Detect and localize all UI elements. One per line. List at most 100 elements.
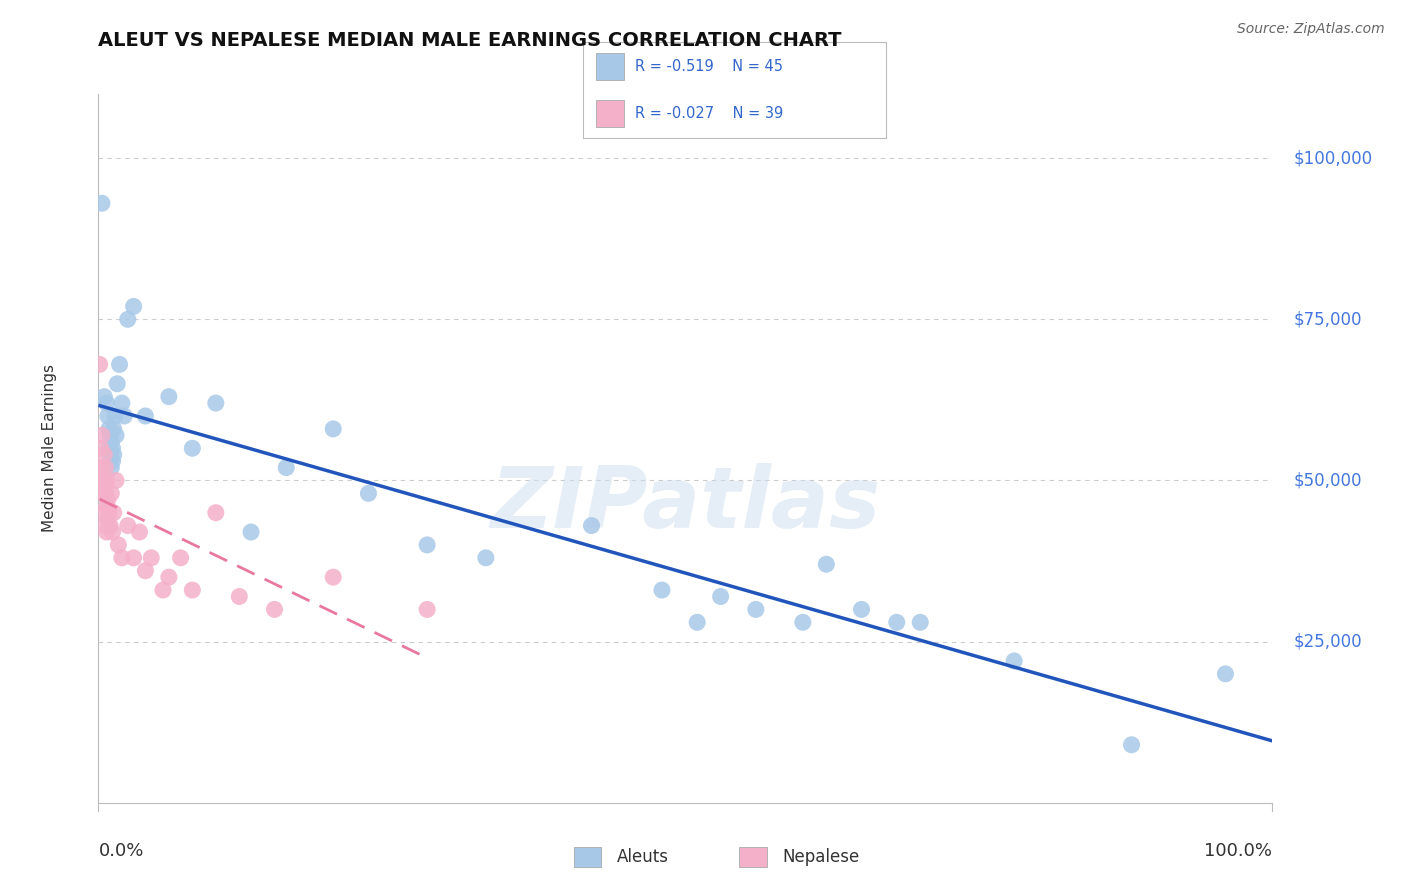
Text: 100.0%: 100.0% <box>1205 842 1272 860</box>
Point <box>100 434 122 449</box>
Point <box>91 196 114 211</box>
Point <box>98 422 121 436</box>
Point <box>105 474 128 488</box>
Point <box>322 570 344 584</box>
Point <box>91 486 114 500</box>
Point <box>169 550 191 565</box>
Text: 0.0%: 0.0% <box>98 842 143 860</box>
Point <box>710 590 733 604</box>
Point <box>134 409 156 423</box>
Point <box>128 524 150 539</box>
Point <box>96 500 118 514</box>
Point <box>205 506 228 520</box>
Point <box>581 518 603 533</box>
Bar <box>740 847 766 867</box>
Point <box>108 358 131 372</box>
Point <box>98 442 121 455</box>
Point <box>97 512 120 526</box>
Point <box>104 409 127 423</box>
Bar <box>596 54 624 80</box>
Text: ALEUT VS NEPALESE MEDIAN MALE EARNINGS CORRELATION CHART: ALEUT VS NEPALESE MEDIAN MALE EARNINGS C… <box>98 31 842 50</box>
Text: Median Male Earnings: Median Male Earnings <box>42 364 56 533</box>
Point <box>103 506 125 520</box>
Point <box>91 460 114 475</box>
Text: $75,000: $75,000 <box>1294 310 1362 328</box>
Text: $25,000: $25,000 <box>1294 632 1362 650</box>
Text: Aleuts: Aleuts <box>617 847 669 866</box>
Point <box>157 390 180 404</box>
Point <box>98 428 121 442</box>
Point <box>416 602 439 616</box>
Point <box>105 376 128 391</box>
Point <box>205 396 228 410</box>
Point <box>94 486 117 500</box>
Point <box>100 460 122 475</box>
Point <box>152 583 174 598</box>
Point <box>101 524 124 539</box>
Point <box>792 615 814 630</box>
Point <box>96 474 118 488</box>
Point <box>103 422 125 436</box>
Point <box>89 358 111 372</box>
Point <box>240 524 263 539</box>
Point <box>90 442 112 455</box>
Bar <box>596 100 624 127</box>
Point <box>815 558 838 572</box>
Point <box>1002 654 1025 668</box>
Point <box>886 615 908 630</box>
Point <box>134 564 156 578</box>
Point <box>908 615 931 630</box>
Point <box>93 506 115 520</box>
Point <box>745 602 768 616</box>
Point <box>96 396 118 410</box>
Text: Source: ZipAtlas.com: Source: ZipAtlas.com <box>1237 22 1385 37</box>
Text: $50,000: $50,000 <box>1294 472 1362 490</box>
Point <box>651 583 673 598</box>
Point <box>91 474 114 488</box>
Point <box>98 518 121 533</box>
Point <box>101 454 124 468</box>
Point <box>117 312 139 326</box>
Point <box>101 442 124 455</box>
Point <box>97 409 120 423</box>
Point <box>263 602 285 616</box>
Point <box>1121 738 1143 752</box>
Point <box>111 396 134 410</box>
Point <box>93 474 115 488</box>
Point <box>96 524 118 539</box>
Point <box>112 409 135 423</box>
Text: Nepalese: Nepalese <box>782 847 859 866</box>
Point <box>107 538 129 552</box>
Text: $100,000: $100,000 <box>1294 149 1372 167</box>
Point <box>357 486 380 500</box>
Bar <box>574 847 602 867</box>
Point <box>181 442 204 455</box>
Point <box>91 428 114 442</box>
Point <box>93 448 115 462</box>
Text: R = -0.027    N = 39: R = -0.027 N = 39 <box>636 106 783 120</box>
Point <box>228 590 250 604</box>
Point <box>94 460 117 475</box>
Point <box>475 550 498 565</box>
Point <box>97 492 120 507</box>
Point <box>117 518 139 533</box>
Point <box>100 486 122 500</box>
Text: ZIPatlas: ZIPatlas <box>491 464 880 547</box>
Point <box>1215 666 1237 681</box>
Point <box>105 428 128 442</box>
Point <box>93 390 115 404</box>
Point <box>94 518 117 533</box>
Point <box>122 300 145 314</box>
Point <box>141 550 163 565</box>
Point <box>98 448 121 462</box>
Point <box>157 570 180 584</box>
Point <box>103 448 125 462</box>
Point <box>416 538 439 552</box>
Point <box>276 460 298 475</box>
Point <box>851 602 873 616</box>
Point <box>686 615 709 630</box>
Point <box>322 422 344 436</box>
Point <box>111 550 134 565</box>
Text: R = -0.519    N = 45: R = -0.519 N = 45 <box>636 60 783 74</box>
Point <box>181 583 204 598</box>
